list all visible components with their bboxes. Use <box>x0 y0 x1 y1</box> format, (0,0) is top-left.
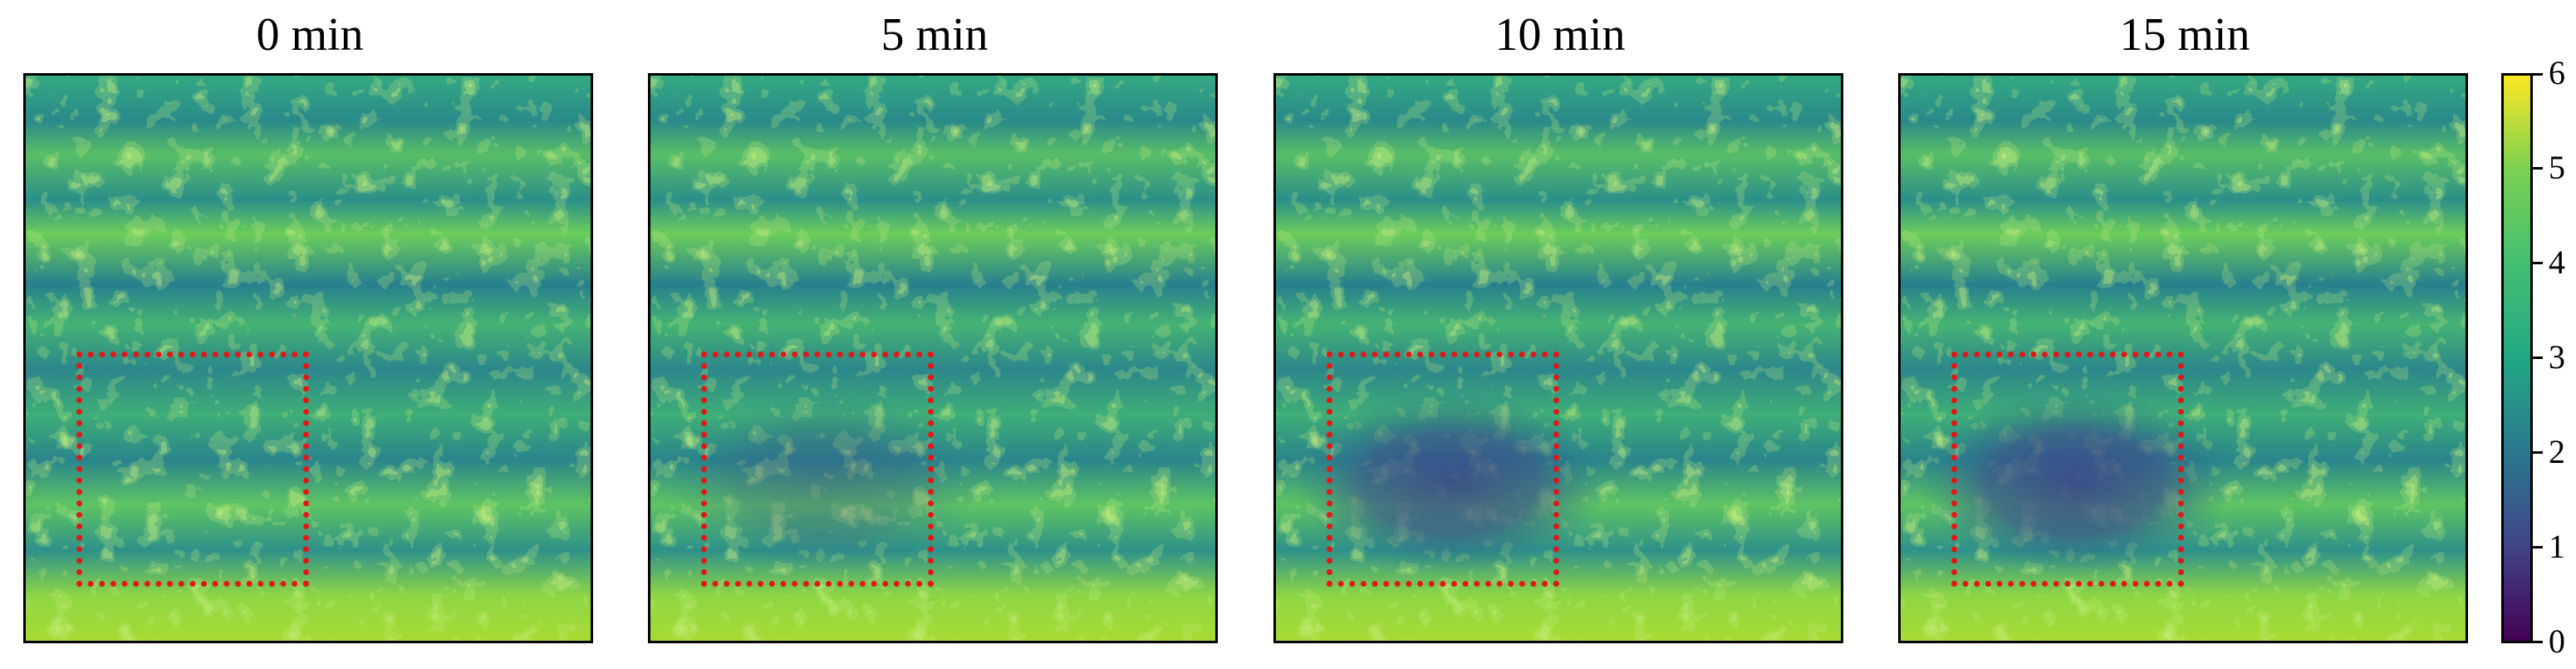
colorbar-tick-label: 1 <box>2549 528 2565 565</box>
colorbar <box>2501 73 2533 643</box>
heatmap-image <box>1276 76 1841 641</box>
colorbar-tick-label: 4 <box>2549 243 2565 281</box>
colorbar-tick-label: 3 <box>2549 338 2565 376</box>
image-panel-2 <box>1273 73 1843 643</box>
colorbar-tick <box>2533 641 2543 643</box>
colorbar-tick <box>2533 451 2543 454</box>
image-panel-3 <box>1898 73 2468 643</box>
roi-box-0 <box>76 352 309 587</box>
colorbar-tick <box>2533 357 2543 359</box>
colorbar-tick-label: 2 <box>2549 433 2565 470</box>
colorbar-tick-label: 0 <box>2549 622 2565 660</box>
colorbar-tick-label: 6 <box>2549 54 2565 91</box>
colorbar-tick <box>2533 73 2543 76</box>
colorbar-tick <box>2533 262 2543 264</box>
colorbar-tick <box>2533 167 2543 170</box>
colorbar-tick-label: 5 <box>2549 149 2565 186</box>
colorbar-tick <box>2533 546 2543 548</box>
panel-title-0: 0 min <box>256 9 364 61</box>
roi-box-2 <box>1327 352 1559 587</box>
roi-box-3 <box>1951 352 2184 587</box>
panel-title-3: 15 min <box>2119 9 2250 61</box>
panel-title-1: 5 min <box>881 9 989 61</box>
panel-title-2: 10 min <box>1494 9 1626 61</box>
roi-box-1 <box>701 352 934 587</box>
heatmap-image <box>1901 76 2466 641</box>
